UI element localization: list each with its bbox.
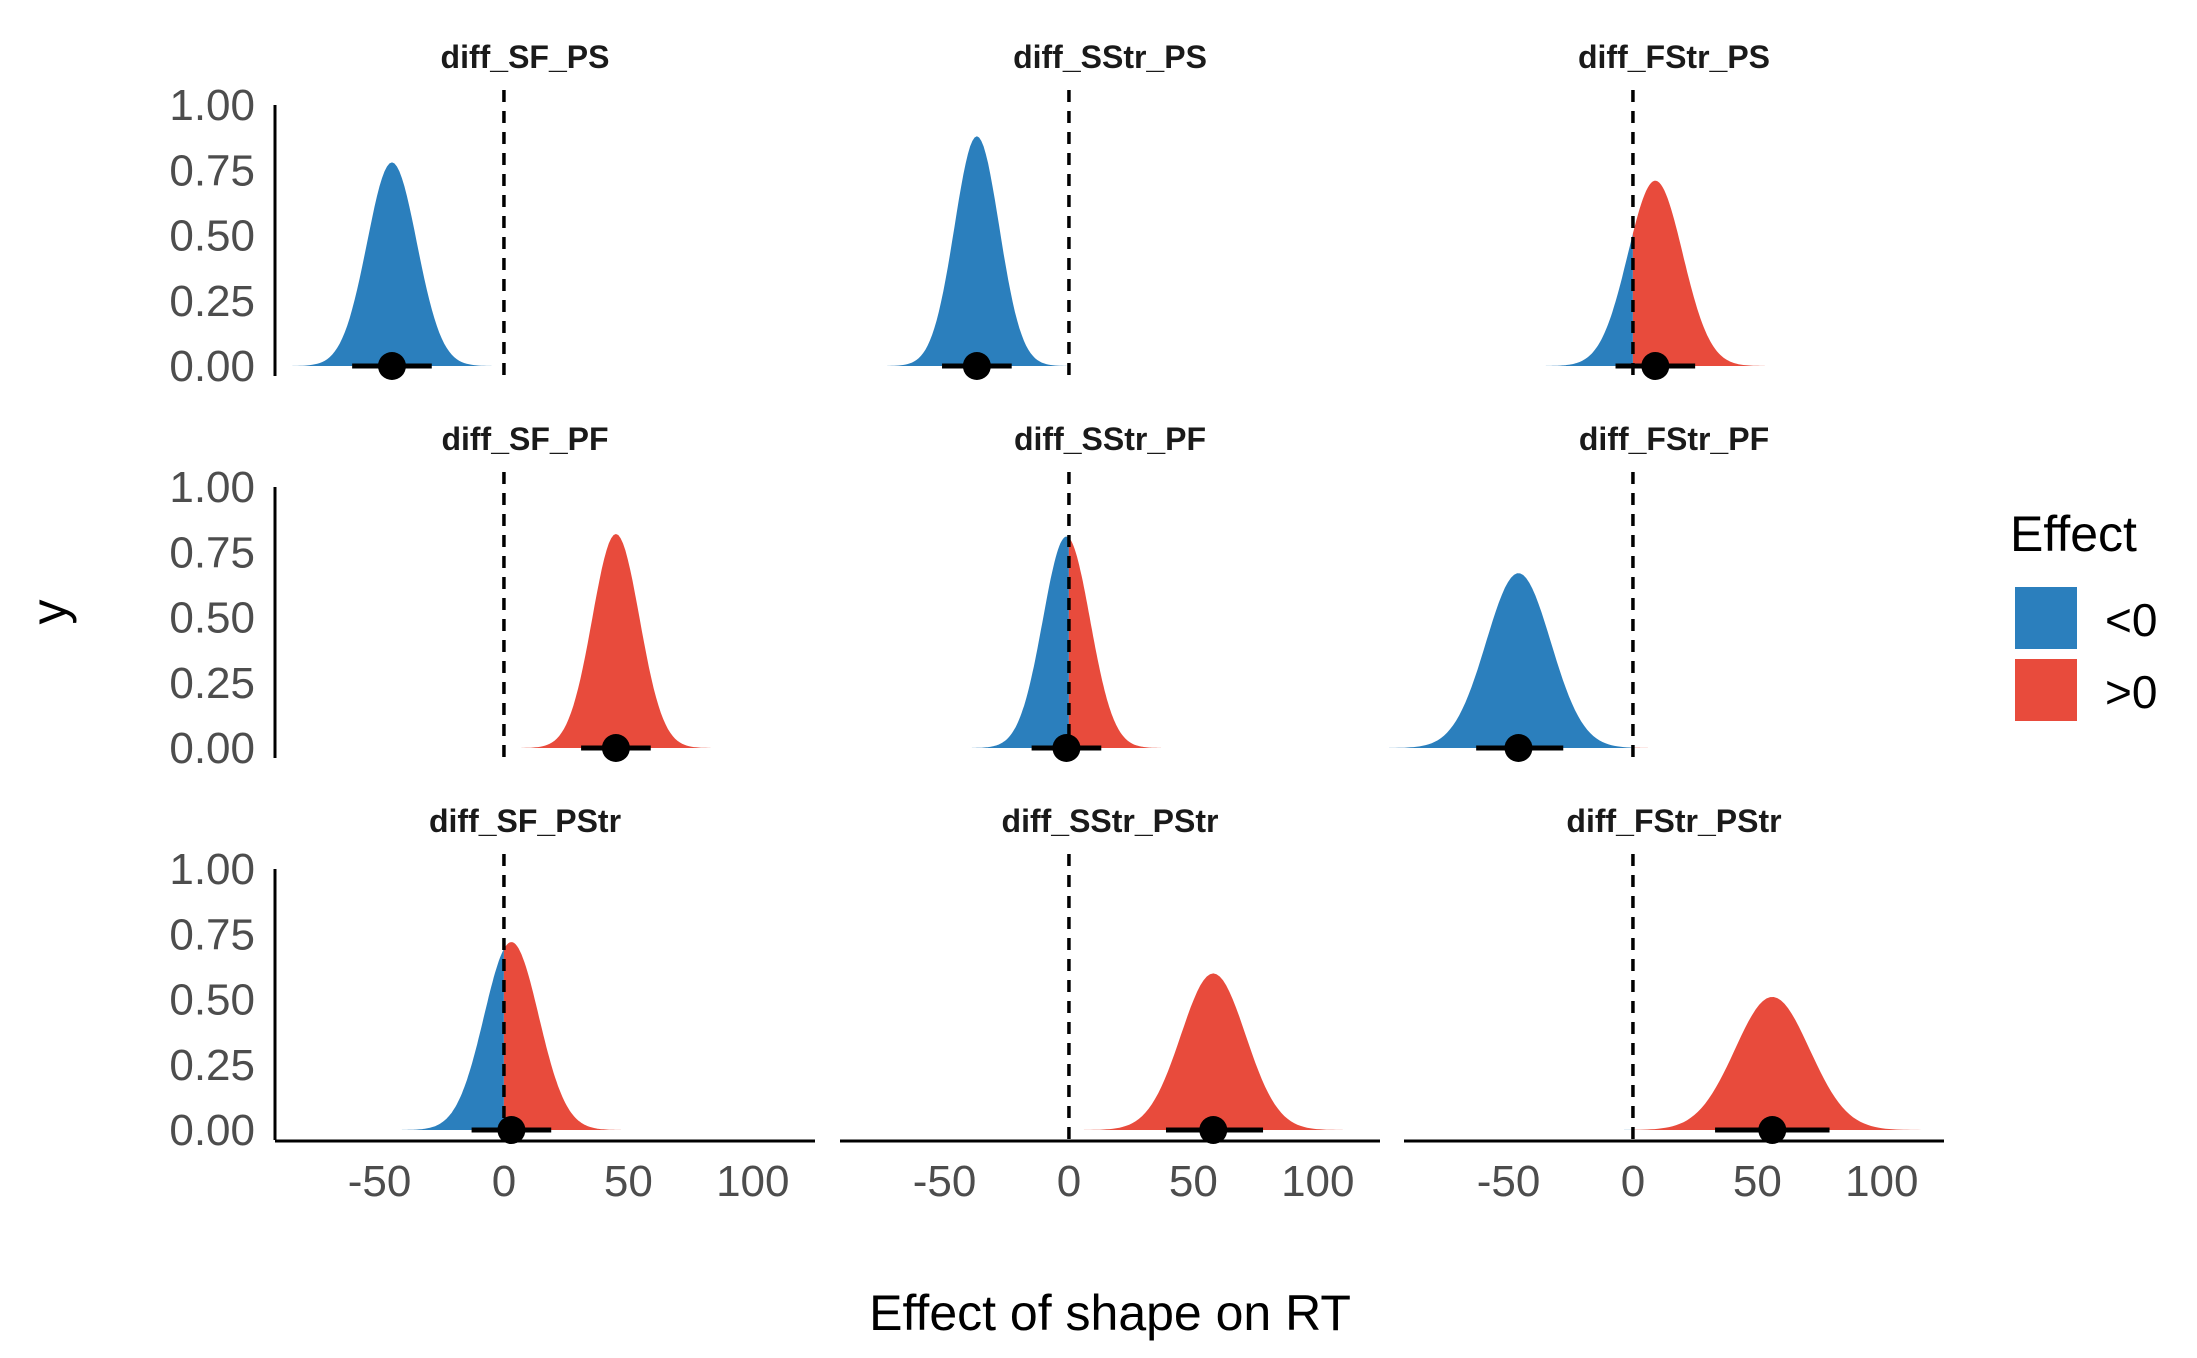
facet-panel-diff_SF_PF: diff_SF_PF 0.00 0.25 0.50 0.75 1.00 (169, 421, 711, 773)
x-tick-label: 0 (1057, 1157, 1081, 1206)
density-positive (521, 534, 711, 748)
density-negative (401, 948, 504, 1130)
x-axis-title: Effect of shape on RT (869, 1285, 1351, 1341)
y-tick-label: 0.25 (169, 1041, 255, 1090)
facet-title: diff_SF_PF (441, 421, 608, 457)
point-estimate (1052, 734, 1081, 762)
y-tick-label: 0.00 (169, 724, 255, 773)
x-tick-label: 50 (604, 1157, 653, 1206)
facet-panel-diff_SStr_PStr: diff_SStr_PStr -50 0 50 100 (840, 803, 1380, 1206)
density-positive (1632, 180, 1765, 366)
x-tick-label: 100 (1281, 1157, 1354, 1206)
legend-label-positive: >0 (2105, 666, 2157, 718)
density-positive (1632, 997, 1922, 1130)
y-tick-label: 0.00 (169, 1106, 255, 1155)
density-negative (887, 136, 1067, 366)
legend-title: Effect (2010, 506, 2137, 562)
legend: Effect <0 >0 (2010, 506, 2157, 721)
facet-title: diff_SStr_PF (1014, 421, 1206, 457)
point-estimate (377, 352, 406, 380)
legend-swatch-negative (2015, 587, 2077, 649)
point-estimate (1199, 1116, 1228, 1144)
point-estimate (1504, 734, 1533, 762)
point-estimate (601, 734, 630, 762)
density-positive (1083, 973, 1343, 1130)
y-tick-label: 0.50 (169, 594, 255, 643)
y-tick-label: 0.25 (169, 659, 255, 708)
facet-panel-diff_SF_PStr: diff_SF_PStr 0.00 0.25 0.50 0.75 1.00 -50 0 50 10… (169, 803, 815, 1206)
facet-title: diff_FStr_PF (1579, 421, 1769, 457)
x-tick-label: -50 (348, 1157, 412, 1206)
x-tick-label: 100 (1845, 1157, 1918, 1206)
y-tick-label: 0.00 (169, 342, 255, 391)
x-tick-label: -50 (913, 1157, 977, 1206)
y-tick-label: 0.75 (169, 528, 255, 577)
y-tick-label: 1.00 (169, 463, 255, 512)
y-tick-label: 0.75 (169, 910, 255, 959)
facet-title: diff_SF_PS (441, 39, 610, 75)
facet-title: diff_SStr_PStr (1002, 803, 1219, 839)
facet-panel-diff_SF_PS: diff_SF_PS 0.00 0.25 0.50 0.75 1.00 (169, 39, 609, 391)
facet-title: diff_FStr_PS (1578, 39, 1770, 75)
facet-title: diff_SF_PStr (429, 803, 621, 839)
y-tick-label: 1.00 (169, 845, 255, 894)
facet-panel-diff_SStr_PS: diff_SStr_PS (887, 39, 1207, 380)
x-tick-label: 100 (716, 1157, 789, 1206)
x-tick-label: 50 (1733, 1157, 1782, 1206)
y-axis-title: y (21, 600, 77, 625)
facet-title: diff_FStr_PStr (1566, 803, 1781, 839)
facet-panels: diff_SF_PS 0.00 0.25 0.50 0.75 1.00 diff_SStr_… (169, 39, 1944, 1206)
point-estimate (1641, 352, 1670, 380)
x-tick-label: 50 (1169, 1157, 1218, 1206)
y-tick-label: 0.25 (169, 277, 255, 326)
density-positive (503, 942, 621, 1130)
legend-label-negative: <0 (2105, 594, 2157, 646)
density-positive (1068, 537, 1161, 748)
x-tick-label: -50 (1477, 1157, 1541, 1206)
x-tick-label: 0 (492, 1157, 516, 1206)
y-tick-label: 0.75 (169, 146, 255, 195)
point-estimate (1758, 1116, 1787, 1144)
facet-panel-diff_FStr_PStr: diff_FStr_PStr -50 0 50 100 (1404, 803, 1944, 1206)
facet-panel-diff_FStr_PS: diff_FStr_PS (1545, 39, 1770, 380)
density-negative (1389, 573, 1633, 748)
facet-title: diff_SStr_PS (1013, 39, 1207, 75)
point-estimate (962, 352, 991, 380)
density-negative (292, 162, 492, 366)
legend-swatch-positive (2015, 659, 2077, 721)
y-tick-label: 1.00 (169, 81, 255, 130)
density-negative (971, 536, 1069, 748)
y-tick-label: 0.50 (169, 212, 255, 261)
y-tick-label: 0.50 (169, 976, 255, 1025)
facet-panel-diff_SStr_PF: diff_SStr_PF (971, 421, 1206, 762)
point-estimate (497, 1116, 526, 1144)
facet-panel-diff_FStr_PF: diff_FStr_PF (1389, 421, 1769, 762)
x-tick-label: 0 (1621, 1157, 1645, 1206)
density-negative (1545, 233, 1633, 366)
